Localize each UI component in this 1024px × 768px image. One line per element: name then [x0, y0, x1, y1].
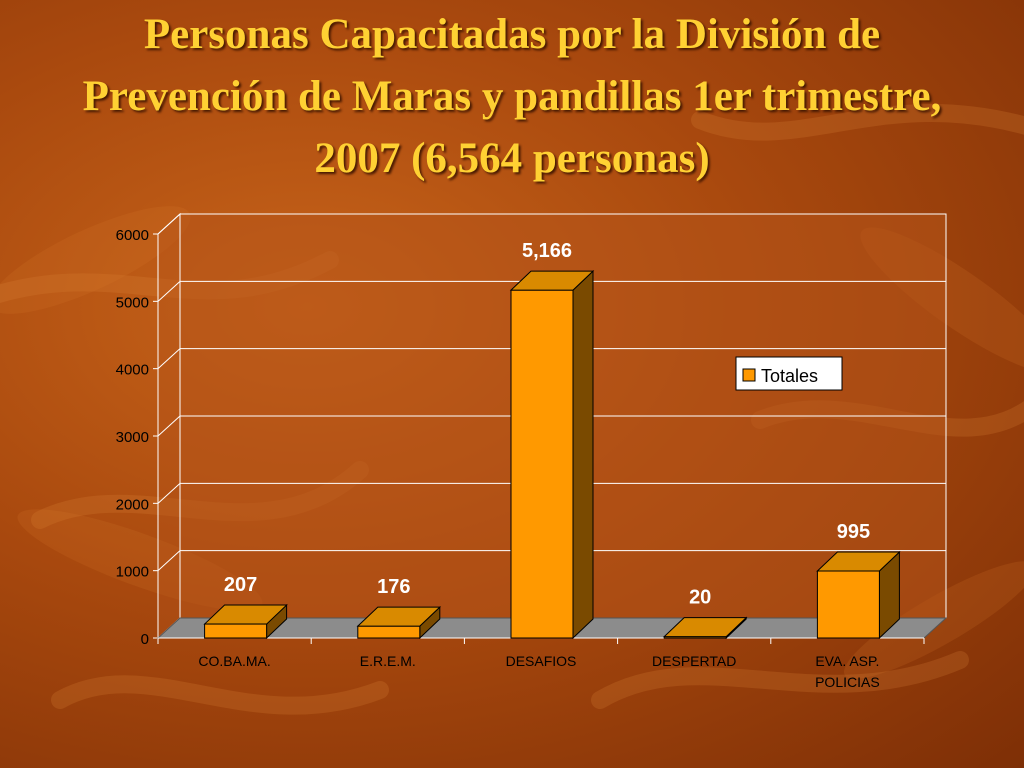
legend-label: Totales — [761, 366, 818, 386]
y-tick-label: 4000 — [116, 362, 149, 379]
legend-swatch — [742, 368, 756, 382]
bar-side — [572, 269, 594, 640]
data-label: 207 — [224, 574, 257, 596]
data-label: 176 — [377, 576, 410, 598]
bar-top — [356, 606, 442, 627]
data-label: 995 — [837, 521, 870, 543]
x-tick-label: EVA. ASP. POLICIAS — [815, 653, 880, 690]
bar — [357, 625, 421, 639]
gridline — [157, 550, 946, 572]
x-tick-label: E.R.E.M. — [360, 653, 416, 669]
data-label: 5,166 — [522, 240, 572, 262]
bar — [816, 570, 880, 639]
y-tick-label: 3000 — [116, 429, 149, 446]
bar — [510, 289, 574, 639]
gridline — [157, 213, 946, 235]
bar-top — [662, 617, 748, 638]
bar-top — [509, 270, 595, 291]
x-tick-label: CO.BA.MA. — [198, 653, 270, 669]
slide-title: Personas Capacitadas por la División de … — [82, 11, 942, 182]
x-tick-label: DESPERTAD — [652, 653, 736, 669]
y-tick-label: 0 — [141, 631, 149, 648]
gridline — [157, 415, 946, 437]
y-tick-label: 2000 — [116, 496, 149, 513]
gridline — [157, 348, 946, 370]
y-tick-label: 6000 — [116, 227, 149, 244]
bar-top — [816, 551, 901, 572]
bar-top — [203, 604, 288, 625]
y-tick-label: 5000 — [116, 294, 149, 311]
data-label: 20 — [689, 587, 711, 609]
x-tick-label: DESAFIOS — [506, 653, 577, 669]
gridline — [157, 280, 946, 302]
gridline — [157, 482, 946, 504]
y-tick-label: 1000 — [116, 564, 149, 581]
bar — [204, 623, 268, 639]
